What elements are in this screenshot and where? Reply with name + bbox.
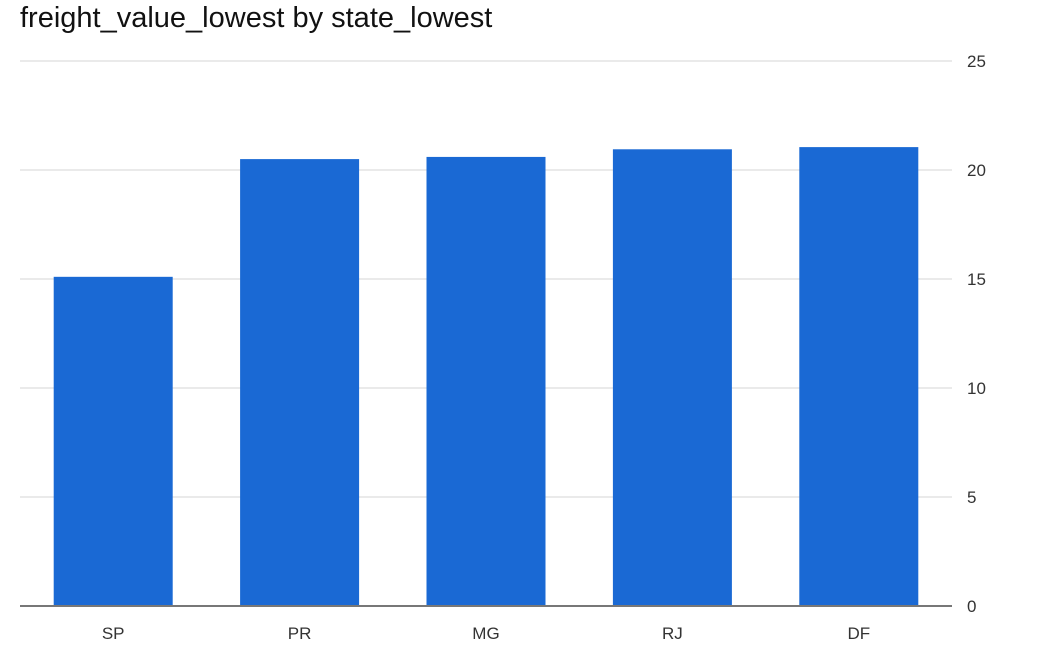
bar-df[interactable]	[799, 147, 919, 607]
chart-title: freight_value_lowest by state_lowest	[20, 2, 493, 34]
x-tick-label: RJ	[662, 624, 683, 643]
x-tick-label: SP	[102, 624, 125, 643]
y-axis-ticks: 0 5 10 15 20 25	[967, 52, 986, 616]
y-tick-label: 10	[967, 379, 986, 398]
y-tick-label: 5	[967, 488, 976, 507]
x-tick-label: PR	[288, 624, 312, 643]
y-tick-label: 20	[967, 161, 986, 180]
y-tick-label: 25	[967, 52, 986, 71]
bar-mg[interactable]	[426, 156, 546, 607]
y-tick-label: 0	[967, 597, 976, 616]
bar-pr[interactable]	[240, 159, 360, 606]
bars	[53, 147, 919, 607]
x-tick-label: DF	[847, 624, 870, 643]
bar-sp[interactable]	[53, 276, 173, 606]
y-tick-label: 15	[967, 270, 986, 289]
x-axis-ticks: SP PR MG RJ DF	[102, 624, 870, 643]
bar-rj[interactable]	[612, 149, 732, 607]
x-tick-label: MG	[472, 624, 499, 643]
